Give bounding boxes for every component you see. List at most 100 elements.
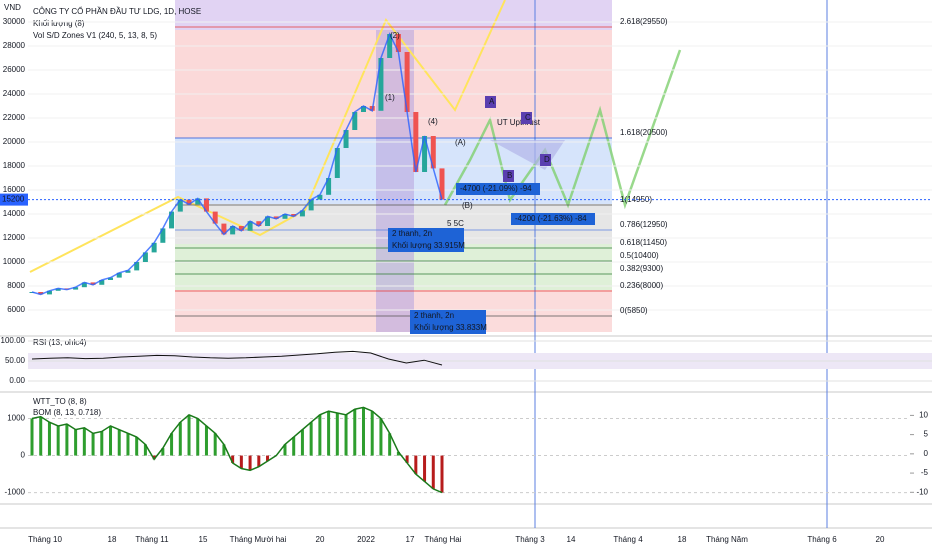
annotation-box bbox=[410, 322, 486, 334]
candle bbox=[151, 242, 157, 253]
annotation: 2 thanh, 2n bbox=[392, 229, 432, 238]
candle bbox=[395, 34, 401, 52]
candle bbox=[360, 106, 366, 112]
histogram-bar bbox=[178, 422, 182, 456]
indicator: BOM (8, 13, 0.718) bbox=[33, 408, 101, 417]
indicator: Khối lượng (8) bbox=[33, 19, 85, 28]
x-tick-label: 14 bbox=[567, 535, 576, 544]
price-tag bbox=[0, 193, 28, 206]
y2-tick-label: -5 bbox=[921, 468, 929, 477]
y-tick-label: 26000 bbox=[3, 65, 26, 74]
annotation: -4700 (-21.09%) -94 bbox=[460, 184, 532, 193]
histogram-bar bbox=[292, 437, 296, 456]
histogram-bar bbox=[327, 411, 331, 456]
annotation: (4) bbox=[428, 117, 438, 126]
candle bbox=[256, 221, 262, 226]
y-tick-label: 8000 bbox=[7, 281, 25, 290]
currency: VND bbox=[4, 3, 21, 12]
histogram-bar bbox=[309, 422, 313, 456]
histogram-bar bbox=[74, 429, 78, 456]
candle bbox=[404, 52, 410, 112]
title: CÔNG TY CỔ PHẦN ĐẦU TƯ LDG, 1D, HOSE bbox=[33, 6, 201, 16]
histogram-bar bbox=[135, 437, 139, 456]
x-tick-label: Tháng Mười hai bbox=[230, 535, 287, 544]
candle bbox=[212, 211, 218, 224]
candle bbox=[55, 288, 61, 291]
projection bbox=[29, 0, 506, 273]
annotation-box bbox=[503, 170, 514, 182]
histogram-bar bbox=[109, 425, 113, 456]
candle bbox=[326, 178, 332, 195]
histogram-bar bbox=[257, 455, 261, 467]
histogram-bar bbox=[300, 429, 304, 456]
x-tick-label: Tháng 6 bbox=[807, 535, 837, 544]
y-tick-label: 50.00 bbox=[5, 356, 26, 365]
annotation-box bbox=[511, 213, 595, 225]
histogram-bar bbox=[47, 422, 51, 456]
annotation: (2) bbox=[390, 31, 400, 40]
annotation: 2 thanh, 2n bbox=[414, 311, 454, 320]
x-tick-label: 20 bbox=[876, 535, 885, 544]
x-tick-label: Tháng 4 bbox=[613, 535, 643, 544]
fib-label: 1.618(20500) bbox=[620, 128, 668, 137]
y-tick-label: 12000 bbox=[3, 233, 26, 242]
histogram-bar bbox=[318, 414, 322, 456]
histogram-bar bbox=[370, 411, 374, 456]
candle bbox=[299, 210, 305, 217]
y-tick-label: 6000 bbox=[7, 305, 25, 314]
fib-label: 0.236(8000) bbox=[620, 281, 663, 290]
y-tick-label: 10000 bbox=[3, 257, 26, 266]
annotation-box bbox=[485, 96, 496, 108]
rsi-line bbox=[31, 350, 443, 366]
candle bbox=[142, 252, 148, 262]
y-tick-label: 24000 bbox=[3, 89, 26, 98]
candle bbox=[46, 290, 52, 295]
annotation-box bbox=[388, 240, 464, 252]
y-tick-label: 28000 bbox=[3, 41, 26, 50]
histogram-bar bbox=[344, 414, 348, 456]
annotation: (1) bbox=[385, 93, 395, 102]
y2-tick-label: 0 bbox=[924, 449, 929, 458]
annotation: Khối lượng 33.833M bbox=[414, 323, 487, 332]
indicator: WTT_TO (8, 8) bbox=[33, 397, 87, 406]
candle bbox=[134, 262, 140, 271]
candle bbox=[308, 199, 314, 211]
candle bbox=[439, 168, 445, 200]
histogram-bar bbox=[266, 455, 270, 462]
annotation: 5 5C bbox=[447, 219, 464, 228]
fib-label: 0.618(11450) bbox=[620, 238, 667, 247]
candle bbox=[230, 226, 236, 235]
candle bbox=[177, 199, 183, 212]
histogram-bar bbox=[361, 407, 365, 456]
candle bbox=[38, 292, 44, 295]
fib-label: 0.5(10400) bbox=[620, 251, 659, 260]
candle bbox=[273, 216, 279, 219]
candle bbox=[378, 58, 384, 111]
histogram-bar bbox=[100, 431, 104, 456]
annotation: A bbox=[489, 97, 495, 106]
y2-tick-label: -10 bbox=[916, 487, 928, 496]
annotation: C bbox=[525, 113, 531, 122]
x-tick-label: Tháng 11 bbox=[135, 535, 169, 544]
y-tick-label: 14000 bbox=[3, 209, 26, 218]
candle bbox=[422, 136, 428, 172]
histogram-bar bbox=[388, 433, 392, 456]
x-tick-label: 17 bbox=[406, 535, 415, 544]
histogram-bar bbox=[222, 444, 226, 456]
zone bbox=[175, 0, 612, 30]
x-tick-label: 18 bbox=[108, 535, 117, 544]
annotation-box bbox=[456, 183, 540, 195]
candle bbox=[203, 198, 209, 212]
histogram-bar bbox=[283, 444, 287, 456]
histogram-bar bbox=[196, 418, 200, 456]
candle bbox=[125, 270, 131, 273]
histogram-bar bbox=[379, 418, 383, 456]
histogram-bar bbox=[239, 455, 243, 469]
candle bbox=[73, 287, 79, 290]
candle bbox=[430, 136, 436, 169]
histogram-bar bbox=[187, 414, 191, 456]
histogram-bar bbox=[440, 455, 444, 493]
x-tick-label: Tháng 10 bbox=[28, 535, 62, 544]
candle bbox=[343, 130, 349, 148]
annotation: D bbox=[544, 155, 550, 164]
